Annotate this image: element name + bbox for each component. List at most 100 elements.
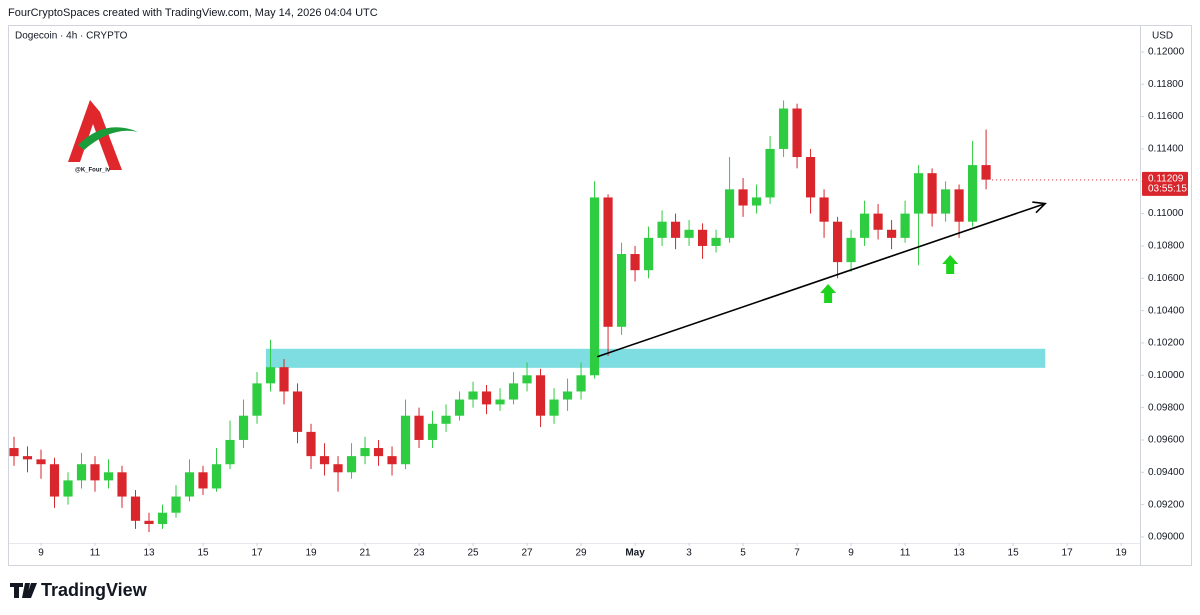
candle-body (252, 383, 262, 416)
candle-body (117, 472, 127, 497)
candle-body (427, 423, 438, 440)
candle-body (279, 367, 289, 392)
candle-body (670, 221, 681, 238)
candle-body (697, 229, 708, 246)
candle-body (36, 459, 46, 465)
candle-body (562, 391, 573, 400)
x-tick-label: 17 (251, 548, 263, 559)
y-tick-label: 0.09200 (1148, 499, 1185, 510)
trendline-arrowhead (1032, 201, 1047, 214)
candle-body (22, 456, 33, 460)
x-tick-label: 21 (359, 548, 371, 559)
candle-body (886, 229, 897, 238)
candle-body (724, 189, 735, 238)
candle-body (292, 391, 303, 432)
candle-body (981, 165, 991, 180)
brand-logo (10, 583, 37, 598)
support-zone (265, 348, 1046, 368)
candle-body (765, 148, 775, 198)
candle-body (711, 237, 721, 246)
candle-body (859, 213, 870, 238)
candle-body (360, 448, 370, 457)
plot-area (9, 100, 1047, 533)
x-tick-label: 9 (38, 548, 44, 559)
y-tick-label: 0.09000 (1148, 532, 1185, 543)
candle-body (954, 189, 964, 222)
x-tick-label: 7 (794, 548, 800, 559)
last-price-label: 0.11209 (1148, 173, 1184, 184)
candle-body (792, 108, 802, 158)
candle-body (549, 399, 559, 416)
up-arrow (820, 283, 837, 303)
candle-body (90, 464, 100, 481)
y-tick-label: 0.09800 (1148, 402, 1185, 413)
candle-body (387, 456, 397, 465)
candle-body (63, 480, 73, 497)
y-tick-label: 0.11600 (1148, 111, 1184, 122)
x-tick-label: 11 (900, 548, 911, 559)
candle-body (522, 375, 532, 384)
x-tick-label: 5 (740, 548, 746, 559)
x-tick-label: 23 (413, 548, 425, 559)
candle-body (630, 254, 640, 271)
x-tick-label: 13 (143, 548, 155, 559)
y-tick-label: 0.10000 (1148, 370, 1185, 381)
candle-body (171, 496, 181, 513)
trendline (596, 202, 1046, 358)
x-tick-label: May (625, 548, 645, 559)
candle-body (643, 237, 654, 271)
y-tick-label: 0.10600 (1148, 273, 1185, 284)
candle-body (103, 472, 114, 481)
countdown-label: 03:55:15 (1148, 183, 1187, 194)
x-tick-label: 29 (575, 548, 587, 559)
x-tick-label: 19 (1116, 548, 1128, 559)
y-tick-label: 0.10200 (1148, 338, 1185, 349)
y-tick-label: 0.10400 (1148, 305, 1185, 316)
brand-name: TradingView (41, 580, 148, 600)
x-tick-label: 3 (686, 548, 692, 559)
candle-body (441, 415, 451, 424)
x-tick-label: 9 (848, 548, 854, 559)
watermark-text: @K_Four_iv (75, 168, 111, 174)
candle-body (657, 221, 667, 238)
y-tick-label: 0.12000 (1148, 47, 1185, 58)
candle-body (900, 213, 910, 238)
up-arrow (942, 254, 959, 274)
candle-body (130, 496, 141, 521)
x-tick-label: 15 (197, 548, 209, 559)
candle-body (373, 448, 384, 457)
candle-body (184, 472, 195, 497)
candle-body (805, 157, 816, 198)
candle-body (238, 415, 249, 440)
candle-body (832, 221, 843, 263)
candle-body (535, 375, 546, 416)
candle-body (76, 464, 87, 481)
header: FourCryptoSpaces created with TradingVie… (8, 7, 378, 19)
watermark-logo: @K_Four_iv (68, 100, 138, 174)
candle-body (265, 367, 276, 384)
candle-body (144, 520, 154, 525)
y-tick-label: 0.11800 (1148, 79, 1184, 90)
last-price-tag (1142, 171, 1188, 196)
candle-body (495, 399, 505, 405)
currency: USD (1152, 31, 1173, 42)
x-tick-label: 17 (1062, 548, 1074, 559)
candle-body (967, 165, 978, 222)
y-tick-label: 0.09600 (1148, 435, 1185, 446)
brand: TradingView (10, 580, 148, 600)
x-tick-label: 13 (954, 548, 966, 559)
candle-body (333, 464, 343, 473)
candle-body (576, 375, 586, 392)
candle-body (927, 173, 937, 214)
candle-body (9, 448, 19, 457)
y-tick-label: 0.11400 (1148, 144, 1184, 155)
candle-body (400, 415, 411, 465)
symbol: Dogecoin · 4h · CRYPTO (15, 31, 128, 42)
candle-body (211, 464, 222, 489)
y-tick-label: 0.10800 (1148, 241, 1185, 252)
x-tick-label: 15 (1008, 548, 1020, 559)
candle-body (751, 197, 762, 206)
candle-body (684, 229, 694, 238)
candle-body (589, 197, 600, 376)
